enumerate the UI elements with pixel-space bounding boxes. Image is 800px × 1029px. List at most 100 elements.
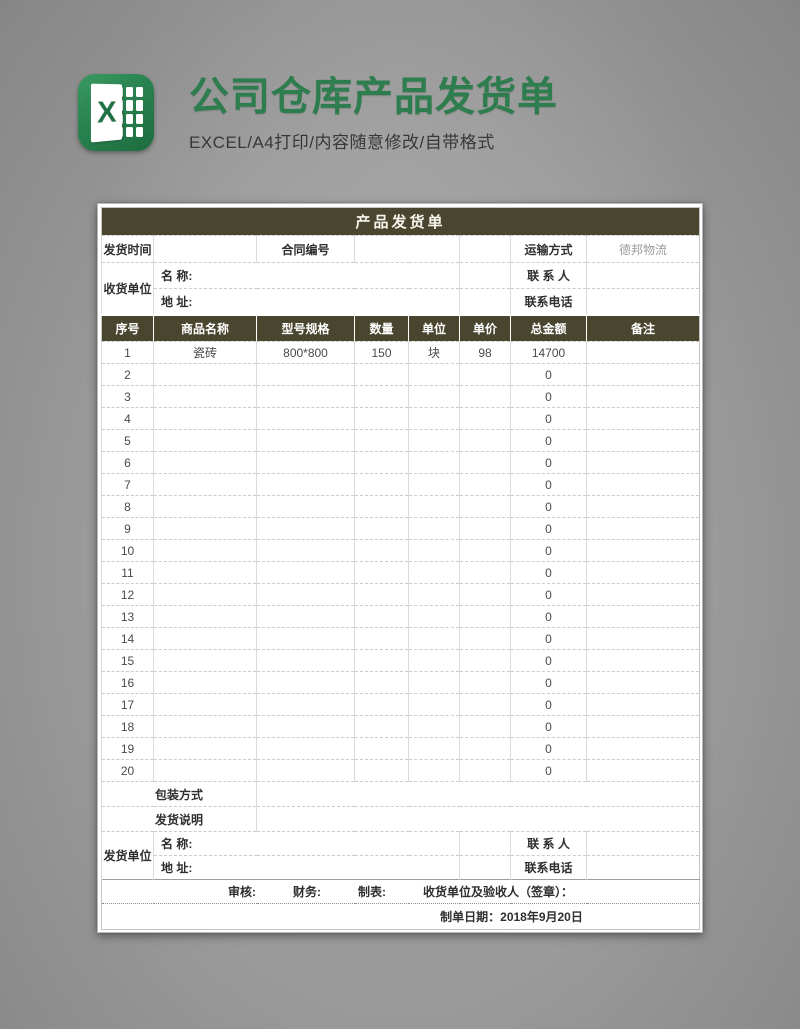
data-cell[interactable] [585, 341, 700, 364]
spacer-cell[interactable] [459, 235, 511, 263]
data-cell[interactable] [585, 539, 700, 562]
data-cell[interactable] [459, 627, 511, 650]
data-cell[interactable]: 98 [459, 341, 511, 364]
data-cell[interactable]: 800*800 [256, 341, 355, 364]
data-cell[interactable] [153, 737, 257, 760]
data-cell[interactable]: 0 [510, 693, 587, 716]
row-index-cell[interactable]: 8 [101, 495, 154, 518]
row-index-cell[interactable]: 18 [101, 715, 154, 738]
data-cell[interactable] [585, 627, 700, 650]
data-cell[interactable] [153, 429, 257, 452]
data-cell[interactable] [585, 715, 700, 738]
data-cell[interactable] [153, 693, 257, 716]
row-index-cell[interactable]: 7 [101, 473, 154, 496]
data-cell[interactable]: 0 [510, 385, 587, 408]
data-cell[interactable] [153, 627, 257, 650]
row-index-cell[interactable]: 16 [101, 671, 154, 694]
data-cell[interactable] [459, 473, 511, 496]
row-index-cell[interactable]: 2 [101, 363, 154, 386]
data-cell[interactable] [354, 715, 409, 738]
row-index-cell[interactable]: 6 [101, 451, 154, 474]
data-cell[interactable] [459, 407, 511, 430]
data-cell[interactable] [153, 385, 257, 408]
row-index-cell[interactable]: 17 [101, 693, 154, 716]
data-cell[interactable] [459, 451, 511, 474]
data-cell[interactable] [459, 363, 511, 386]
row-index-cell[interactable]: 9 [101, 517, 154, 540]
row-index-cell[interactable]: 4 [101, 407, 154, 430]
data-cell[interactable] [459, 737, 511, 760]
data-cell[interactable] [459, 693, 511, 716]
data-cell[interactable] [459, 583, 511, 606]
row-index-cell[interactable]: 10 [101, 539, 154, 562]
shipper-name-cell[interactable]: 名 称: [153, 831, 460, 856]
data-cell[interactable] [256, 693, 355, 716]
spacer-cell[interactable] [459, 262, 511, 289]
data-cell[interactable] [153, 583, 257, 606]
data-cell[interactable] [153, 561, 257, 584]
data-cell[interactable]: 0 [510, 737, 587, 760]
shipper-address-cell[interactable]: 地 址: [153, 855, 460, 880]
data-cell[interactable]: 0 [510, 473, 587, 496]
data-cell[interactable] [256, 627, 355, 650]
data-cell[interactable] [256, 495, 355, 518]
data-cell[interactable] [408, 605, 460, 628]
data-cell[interactable] [354, 429, 409, 452]
data-cell[interactable] [354, 363, 409, 386]
data-cell[interactable] [408, 693, 460, 716]
data-cell[interactable] [408, 385, 460, 408]
data-cell[interactable]: 0 [510, 407, 587, 430]
data-cell[interactable] [408, 495, 460, 518]
data-cell[interactable] [256, 671, 355, 694]
data-cell[interactable] [153, 539, 257, 562]
row-index-cell[interactable]: 1 [101, 341, 154, 364]
data-cell[interactable] [354, 671, 409, 694]
contract-cell[interactable] [354, 235, 460, 263]
data-cell[interactable] [256, 737, 355, 760]
data-cell[interactable] [585, 429, 700, 452]
data-cell[interactable] [256, 539, 355, 562]
data-cell[interactable] [153, 649, 257, 672]
ship-time-cell[interactable] [153, 235, 257, 263]
data-cell[interactable]: 0 [510, 495, 587, 518]
data-cell[interactable]: 0 [510, 627, 587, 650]
data-cell[interactable] [256, 385, 355, 408]
data-cell[interactable] [354, 385, 409, 408]
data-cell[interactable]: 0 [510, 649, 587, 672]
data-cell[interactable] [408, 473, 460, 496]
data-cell[interactable] [256, 517, 355, 540]
data-cell[interactable] [153, 671, 257, 694]
data-cell[interactable] [354, 737, 409, 760]
data-cell[interactable] [408, 561, 460, 584]
data-cell[interactable] [153, 759, 257, 782]
data-cell[interactable]: 0 [510, 363, 587, 386]
data-cell[interactable] [354, 759, 409, 782]
data-cell[interactable] [256, 407, 355, 430]
data-cell[interactable] [354, 451, 409, 474]
transport-cell[interactable]: 德邦物流 [585, 235, 700, 263]
data-cell[interactable]: 0 [510, 583, 587, 606]
data-cell[interactable] [459, 429, 511, 452]
data-cell[interactable]: 0 [510, 759, 587, 782]
shipping-note-cell[interactable] [255, 806, 700, 832]
spacer-cell[interactable] [459, 831, 511, 856]
shipper-phone-cell[interactable] [585, 855, 700, 880]
data-cell[interactable] [256, 451, 355, 474]
data-cell[interactable]: 0 [510, 605, 587, 628]
data-cell[interactable] [408, 649, 460, 672]
data-cell[interactable] [256, 363, 355, 386]
data-cell[interactable] [408, 737, 460, 760]
row-index-cell[interactable]: 20 [101, 759, 154, 782]
data-cell[interactable] [354, 583, 409, 606]
contact-phone-cell[interactable] [585, 288, 700, 315]
contact-person-cell[interactable] [585, 262, 700, 289]
data-cell[interactable] [354, 649, 409, 672]
data-cell[interactable] [408, 627, 460, 650]
row-index-cell[interactable]: 5 [101, 429, 154, 452]
data-cell[interactable] [585, 649, 700, 672]
data-cell[interactable] [354, 517, 409, 540]
data-cell[interactable] [459, 517, 511, 540]
data-cell[interactable] [459, 495, 511, 518]
data-cell[interactable] [354, 627, 409, 650]
data-cell[interactable] [153, 451, 257, 474]
